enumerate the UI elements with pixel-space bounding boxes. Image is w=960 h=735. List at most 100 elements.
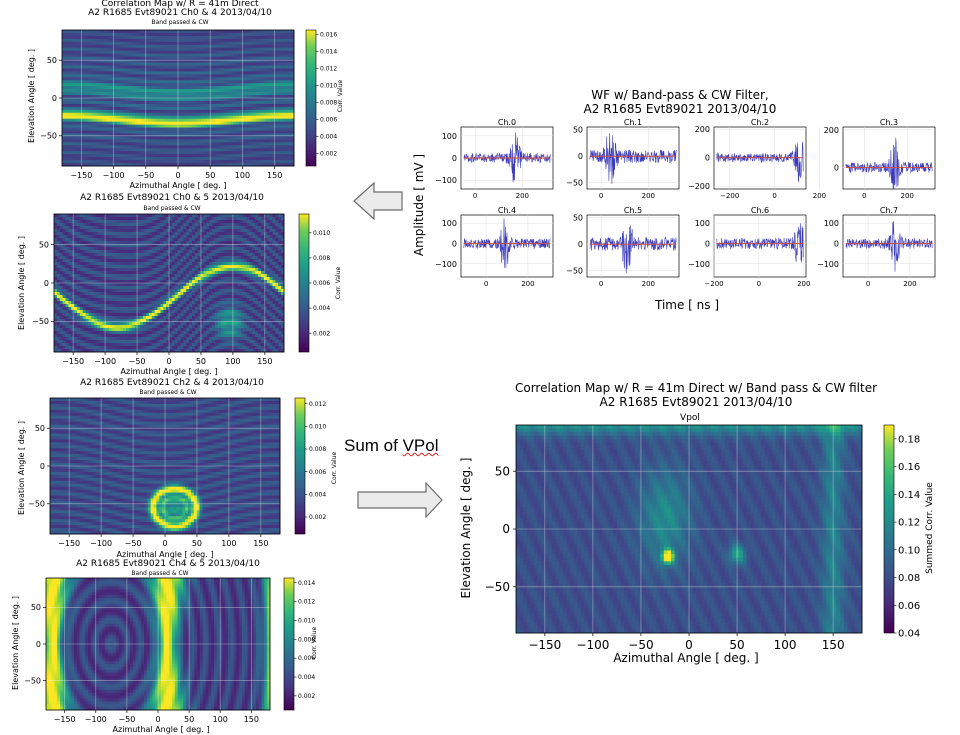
- heatmap-cell: [277, 104, 280, 107]
- heatmap-cell: [94, 42, 97, 45]
- heatmap-cell: [111, 83, 114, 86]
- heatmap-cell: [129, 256, 132, 259]
- heatmap-cell: [216, 151, 219, 154]
- heatmap-cell: [82, 148, 85, 151]
- heatmap-cell: [262, 92, 265, 95]
- heatmap-cell: [82, 104, 85, 107]
- heatmap-cell: [274, 77, 277, 80]
- heatmap-cell: [221, 256, 224, 259]
- heatmap-cell: [219, 122, 222, 125]
- heatmap-cell: [97, 151, 100, 154]
- heatmap-cell: [114, 157, 117, 160]
- heatmap-cell: [85, 63, 88, 66]
- heatmap-cell: [259, 45, 262, 48]
- heatmap-cell: [106, 30, 109, 33]
- heatmap-cell: [236, 101, 239, 104]
- heatmap-cell: [207, 65, 210, 68]
- heatmap-cell: [271, 145, 274, 148]
- heatmap-cell: [230, 57, 233, 60]
- heatmap-cell: [82, 54, 85, 57]
- heatmap-cell: [239, 145, 242, 148]
- heatmap-cell: [219, 74, 222, 77]
- heatmap-cell: [235, 235, 238, 238]
- heatmap-cell: [172, 65, 175, 68]
- heatmap-cell: [190, 86, 193, 89]
- heatmap-cell: [195, 42, 198, 45]
- heatmap-cell: [166, 92, 169, 95]
- heatmap-cell: [239, 139, 242, 142]
- heatmap-cell: [222, 110, 225, 113]
- heatmap-cell: [235, 241, 238, 244]
- heatmap-cell: [265, 30, 268, 33]
- heatmap-cell: [132, 136, 135, 139]
- heatmap-cell: [219, 68, 222, 71]
- heatmap-cell: [68, 119, 71, 122]
- heatmap-cell: [201, 57, 204, 60]
- heatmap-cell: [137, 89, 140, 92]
- heatmap-cell: [100, 122, 103, 125]
- heatmap-cell: [62, 77, 65, 80]
- heatmap-cell: [239, 54, 242, 57]
- heatmap-cell: [82, 92, 85, 95]
- heatmap-cell: [253, 160, 256, 163]
- heatmap-cell: [169, 36, 172, 39]
- heatmap-cell: [97, 74, 100, 77]
- heatmap-cell: [256, 77, 259, 80]
- heatmap-cell: [251, 30, 254, 33]
- heatmap-cell: [109, 223, 112, 226]
- heatmap-cell: [277, 51, 280, 54]
- heatmap-cell: [277, 133, 280, 136]
- heatmap-cell: [181, 217, 184, 220]
- heatmap-cell: [222, 151, 225, 154]
- heatmap-cell: [71, 77, 74, 80]
- heatmap-cell: [245, 57, 248, 60]
- heatmap-cell: [91, 226, 94, 229]
- heatmap-cell: [262, 125, 265, 128]
- heatmap-cell: [274, 83, 277, 86]
- heatmap-cell: [277, 136, 280, 139]
- heatmap-cell: [89, 259, 92, 262]
- heatmap-cell: [222, 33, 225, 36]
- heatmap-cell: [190, 151, 193, 154]
- heatmap-cell: [57, 256, 60, 259]
- heatmap-cell: [274, 98, 277, 101]
- heatmap-cell: [155, 113, 158, 116]
- heatmap-cell: [262, 42, 265, 45]
- heatmap-cell: [195, 217, 198, 220]
- heatmap-cell: [86, 250, 89, 253]
- heatmap-cell: [74, 154, 77, 157]
- heatmap-cell: [274, 89, 277, 92]
- heatmap-cell: [248, 68, 251, 71]
- heatmap-cell: [149, 83, 152, 86]
- heatmap-cell: [195, 83, 198, 86]
- heatmap-cell: [129, 80, 132, 83]
- heatmap-cell: [248, 92, 251, 95]
- heatmap-cell: [259, 128, 262, 131]
- heatmap-cell: [158, 86, 161, 89]
- heatmap-cell: [267, 232, 270, 235]
- heatmap-cell: [109, 241, 112, 244]
- heatmap-cell: [258, 247, 261, 250]
- heatmap-cell: [91, 160, 94, 163]
- heatmap-cell: [89, 223, 92, 226]
- heatmap-cell: [224, 116, 227, 119]
- heatmap-cell: [149, 145, 152, 148]
- heatmap-cell: [146, 145, 149, 148]
- heatmap-cell: [236, 131, 239, 134]
- heatmap-cell: [193, 48, 196, 51]
- heatmap-cell: [164, 36, 167, 39]
- heatmap-cell: [129, 116, 132, 119]
- heatmap-cell: [233, 86, 236, 89]
- heatmap-cell: [74, 48, 77, 51]
- heatmap-cell: [158, 104, 161, 107]
- heatmap-cell: [253, 89, 256, 92]
- heatmap-cell: [236, 80, 239, 83]
- heatmap-cell: [288, 128, 291, 131]
- heatmap-cell: [161, 142, 164, 145]
- heatmap-cell: [100, 160, 103, 163]
- heatmap-cell: [227, 42, 230, 45]
- heatmap-cell: [146, 54, 149, 57]
- heatmap-cell: [146, 157, 149, 160]
- heatmap-cell: [256, 139, 259, 142]
- heatmap-cell: [80, 259, 83, 262]
